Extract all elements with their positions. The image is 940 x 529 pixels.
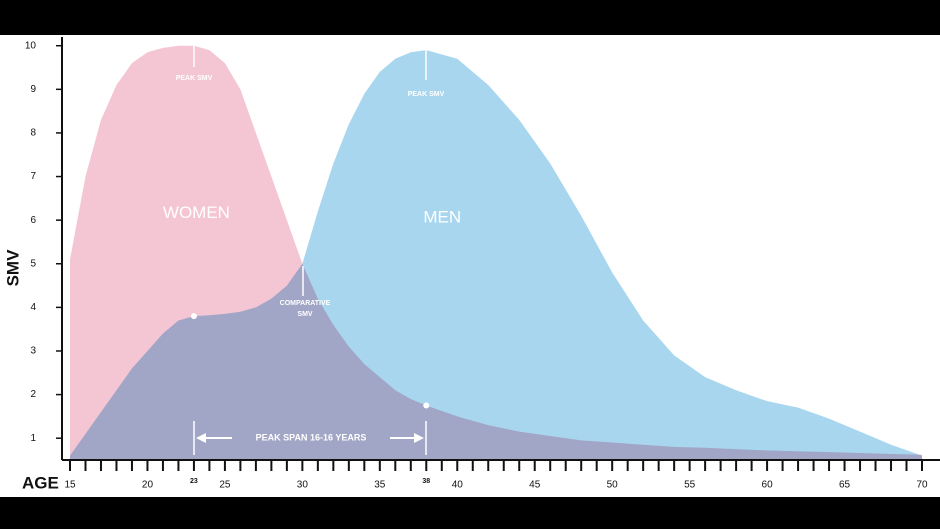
y-tick-label: 4 [30,302,36,313]
x-tick-label: 23 [190,478,198,485]
x-tick-label: 55 [684,480,696,491]
y-tick-label: 9 [30,84,36,95]
y-tick-label: 6 [30,215,36,226]
arrow-head [414,433,424,443]
arrow-head [196,433,206,443]
annotation: SMV [297,311,313,318]
y-tick-label: 2 [30,389,36,400]
x-tick-label: 40 [452,480,464,491]
point [190,313,197,320]
annotation: COMPARATIVE [280,300,331,307]
annotation: PEAK SMV [176,75,213,82]
annotations: PEAK SMV PEAK SMV COMPARATIVE SMV PEAK S… [176,44,445,455]
y-tick-label: 5 [30,258,36,269]
y-tick-label: 10 [25,40,37,51]
x-tick-label: 25 [219,480,231,491]
area [70,50,922,461]
y-tick-label: 3 [30,346,36,357]
areas: WOMEN MEN [70,45,922,461]
x-tick-label: 65 [839,480,851,491]
x-tick-label: 20 [142,480,154,491]
y-tick-label: 1 [30,433,36,444]
x-axis-label: AGE [22,473,59,492]
y-tick-label: 8 [30,128,36,139]
x-tick-label: 70 [916,480,928,491]
x-tick-label: 45 [529,480,541,491]
y-axis-label: SMV [3,249,22,287]
x-tick-label: 15 [64,480,76,491]
x-tick-label: 35 [374,480,386,491]
series-label: WOMEN [163,203,230,222]
annotation: PEAK SPAN 16-16 YEARS [256,432,367,442]
series-label: MEN [423,208,461,227]
x-tick-label: 50 [607,480,619,491]
x-tick-label: 30 [297,480,309,491]
y-tick-label: 7 [30,171,36,182]
annotation: PEAK SMV [408,91,445,98]
x-tick-label: 38 [422,478,430,485]
point [423,402,430,409]
x-tick-label: 60 [762,480,774,491]
